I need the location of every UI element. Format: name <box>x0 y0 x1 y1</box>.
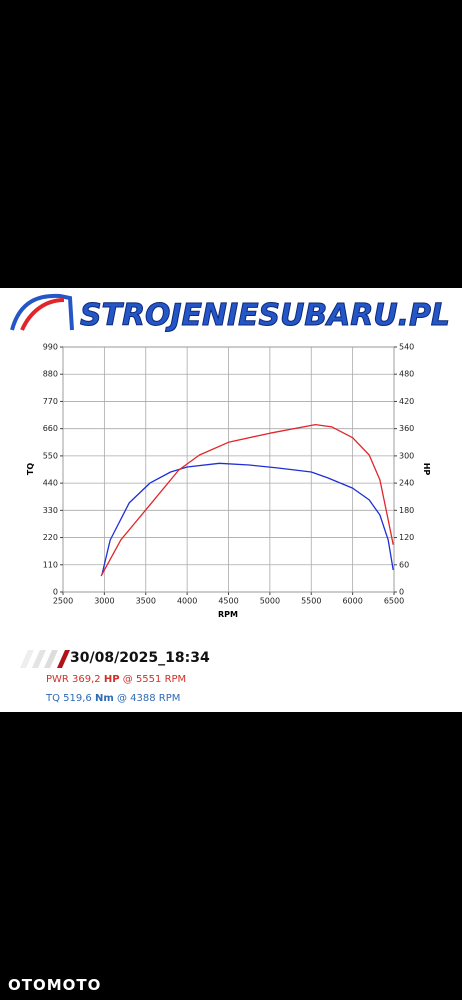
power-value: PWR 369,2 <box>46 674 101 685</box>
y2-tick-label: 180 <box>399 506 414 515</box>
series-line <box>101 462 394 576</box>
torque-rpm: @ 4388 RPM <box>116 693 181 704</box>
y-tick-label: 880 <box>43 370 58 379</box>
y2-tick-label: 420 <box>399 397 414 406</box>
x-tick-label: 5000 <box>260 597 280 606</box>
x-tick-label: 6000 <box>342 597 362 606</box>
x-tick-label: 5500 <box>301 597 321 606</box>
y2-tick-label: 480 <box>399 370 414 379</box>
x-tick-label: 4500 <box>218 597 238 606</box>
y2-tick-label: 300 <box>399 451 414 460</box>
x-tick-label: 3500 <box>136 597 156 606</box>
y-axis-title: TQ <box>26 463 35 475</box>
x-tick-label: 4000 <box>177 597 197 606</box>
y2-tick-label: 240 <box>399 479 414 488</box>
watermark: OTOMOTO <box>8 976 102 994</box>
logo-text: STROJENIESUBARU.PL <box>80 298 450 333</box>
x-tick-label: 6500 <box>384 597 404 606</box>
y-tick-label: 330 <box>43 506 58 515</box>
series-line <box>100 423 394 577</box>
torque-value: TQ 519,6 <box>46 693 92 704</box>
report-date: 30/08/2025_18:34 <box>70 650 210 666</box>
x-axis-title: RPM <box>218 610 238 619</box>
power-rpm: @ 5551 RPM <box>122 674 187 685</box>
torque-unit: Nm <box>94 693 114 704</box>
y-tick-label: 440 <box>43 479 58 488</box>
y2-tick-label: 120 <box>399 533 414 542</box>
x-tick-label: 2500 <box>53 597 73 606</box>
y2-tick-label: 360 <box>399 424 414 433</box>
power-unit: HP <box>103 674 120 685</box>
y2-tick-label: 540 <box>399 343 414 352</box>
power-line: PWR 369,2 HP @ 5551 RPM <box>46 674 186 685</box>
y2-tick-label: 0 <box>399 588 404 597</box>
date-stripes <box>20 650 70 668</box>
y-tick-label: 660 <box>43 424 58 433</box>
y2-axis-title: HP <box>422 463 431 476</box>
y-tick-label: 110 <box>43 560 58 569</box>
y2-tick-label: 60 <box>399 560 409 569</box>
y-tick-label: 220 <box>43 533 58 542</box>
y-tick-label: 990 <box>43 343 58 352</box>
y-tick-label: 550 <box>43 451 58 460</box>
x-tick-label: 3000 <box>94 597 114 606</box>
y-tick-label: 0 <box>53 588 58 597</box>
y-tick-label: 770 <box>43 397 58 406</box>
logo-mark <box>10 293 74 331</box>
torque-line: TQ 519,6 Nm @ 4388 RPM <box>46 693 180 704</box>
